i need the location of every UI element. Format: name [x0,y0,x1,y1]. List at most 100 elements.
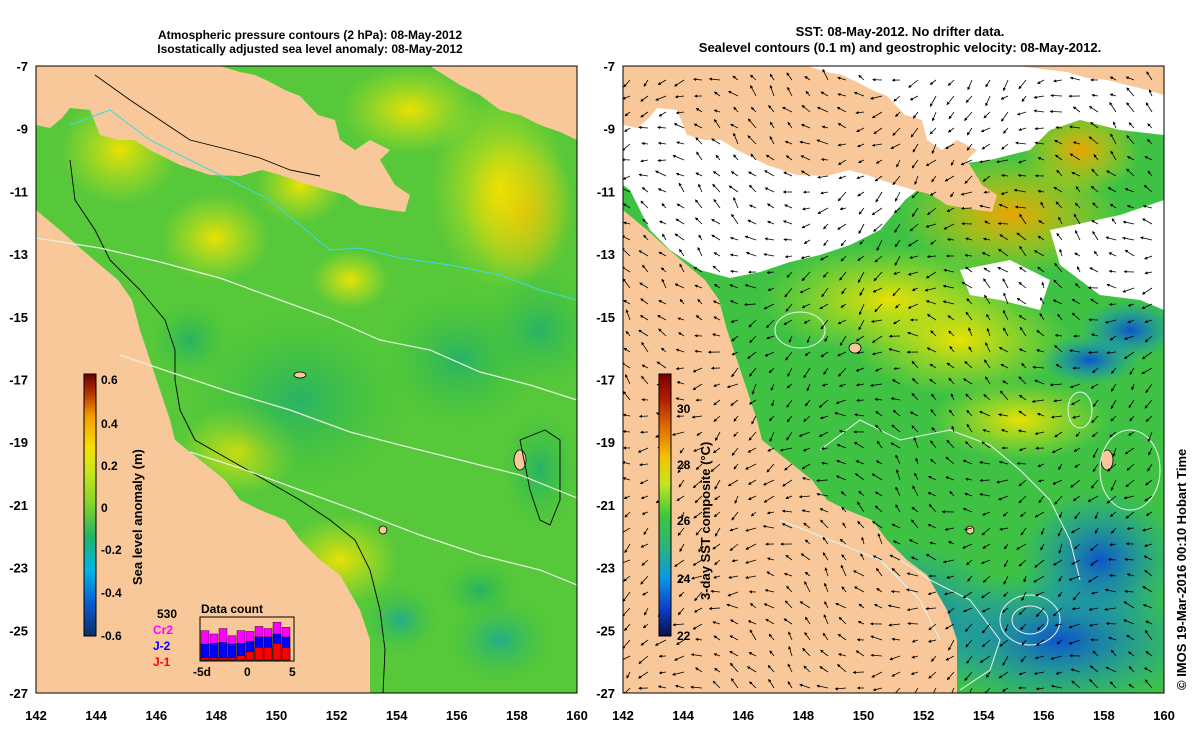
velocity-arrow [1016,232,1027,241]
velocity-arrow [982,429,991,433]
velocity-arrow [1068,639,1081,645]
velocity-arrow [998,203,1009,209]
velocity-arrow [696,431,703,436]
left-lon-label: 160 [566,708,588,723]
velocity-arrow [910,127,919,138]
velocity-arrow [1142,527,1153,532]
velocity-arrow [893,207,901,213]
velocity-arrow [764,351,775,357]
velocity-arrow [750,153,757,161]
velocity-arrow [1018,671,1027,676]
velocity-arrow [1090,333,1099,337]
velocity-arrow [835,602,847,609]
velocity-arrow [712,333,721,337]
velocity-arrow [787,367,793,377]
velocity-arrow [999,527,1009,531]
velocity-arrow [1037,412,1045,417]
data-count-bar-j1 [218,657,228,661]
velocity-arrow [1051,447,1063,453]
sla-cb-tick-1: 0.4 [101,417,118,431]
velocity-arrow [1071,559,1081,565]
velocity-arrow [820,649,829,657]
velocity-arrow [786,72,793,81]
velocity-arrow [816,139,829,145]
velocity-arrow [907,621,919,626]
velocity-arrow [1104,607,1117,611]
velocity-arrow [837,159,847,166]
velocity-arrow [785,495,793,499]
velocity-arrow [623,495,631,499]
velocity-arrow [818,399,829,408]
velocity-arrow [1016,461,1027,466]
velocity-arrow [745,559,757,564]
velocity-arrow [913,437,919,449]
velocity-arrow [874,505,883,513]
velocity-arrow [859,239,865,245]
velocity-arrow [731,367,739,378]
velocity-arrow [836,444,847,449]
velocity-arrow [750,85,757,97]
velocity-arrow [1015,141,1027,145]
velocity-arrow [1145,620,1153,625]
velocity-arrow [1072,415,1081,419]
velocity-arrow [1058,575,1063,582]
velocity-arrow [951,425,955,433]
velocity-arrow [623,390,631,401]
velocity-arrow [747,351,757,359]
velocity-arrow [871,351,883,356]
velocity-arrow [744,235,757,241]
velocity-arrow [875,460,883,465]
velocity-arrow [1091,220,1099,225]
velocity-arrow [750,511,757,517]
velocity-arrow [1124,447,1135,455]
velocity-arrow [747,447,757,453]
velocity-arrow [911,506,919,513]
velocity-arrow [729,650,739,657]
velocity-arrow [1144,255,1153,260]
velocity-arrow [930,239,937,245]
velocity-arrow [745,527,757,532]
velocity-arrow [871,207,883,216]
velocity-arrow [1131,383,1135,391]
velocity-arrow [657,315,667,321]
velocity-arrow [764,187,775,193]
velocity-arrow [822,68,829,81]
velocity-arrow [1019,245,1027,257]
right-lon-label: 158 [1093,708,1115,723]
velocity-arrow [801,104,811,113]
velocity-arrow [747,118,757,129]
velocity-arrow [805,90,811,97]
velocity-arrow [872,287,883,293]
velocity-arrow [744,302,757,307]
velocity-arrow [639,282,649,289]
velocity-arrow [1142,586,1153,593]
velocity-arrow [799,601,811,609]
velocity-arrow [1148,447,1153,456]
velocity-arrow [726,383,739,389]
velocity-arrow [1054,333,1063,338]
velocity-arrow [1125,511,1135,519]
velocity-arrow [1124,351,1135,360]
right-lat-label: -21 [596,498,615,513]
velocity-arrow [660,347,667,353]
velocity-arrow [876,239,883,251]
velocity-arrow [1144,629,1153,641]
velocity-arrow [926,254,937,259]
velocity-arrow [824,601,829,609]
velocity-arrow [713,383,721,387]
velocity-arrow [821,461,829,465]
velocity-arrow [644,607,649,616]
velocity-arrow [731,213,739,225]
velocity-arrow [911,425,919,433]
velocity-arrow [677,317,685,321]
data-count-bar-j2 [218,642,228,661]
velocity-arrow [731,447,739,456]
velocity-arrow [1142,604,1153,609]
velocity-arrow [874,255,883,263]
velocity-arrow [841,586,847,593]
velocity-arrow [782,106,793,113]
velocity-arrow [691,415,703,419]
velocity-arrow [930,409,937,417]
velocity-arrow [1088,607,1099,611]
velocity-arrow [640,543,649,548]
